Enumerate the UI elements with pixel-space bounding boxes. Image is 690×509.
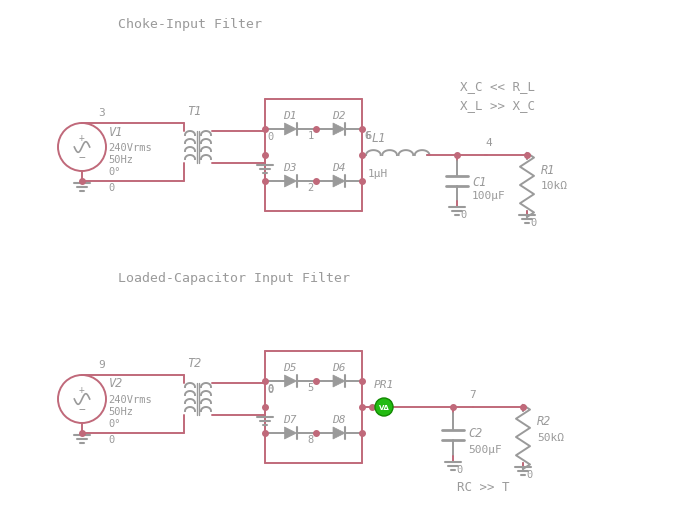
Text: C1: C1 xyxy=(472,175,486,188)
Text: 4: 4 xyxy=(485,138,492,148)
Text: 9: 9 xyxy=(99,359,106,369)
Text: 0: 0 xyxy=(460,210,466,219)
Text: L1: L1 xyxy=(372,131,386,144)
Text: V1: V1 xyxy=(109,125,124,138)
Polygon shape xyxy=(333,124,345,136)
Text: RC >> T: RC >> T xyxy=(457,480,509,493)
Polygon shape xyxy=(284,427,297,439)
Text: T2: T2 xyxy=(187,356,201,369)
Text: 0: 0 xyxy=(108,183,115,192)
Text: 1μH: 1μH xyxy=(368,168,388,179)
Text: −: − xyxy=(79,153,86,163)
Text: 0: 0 xyxy=(526,469,532,479)
Polygon shape xyxy=(284,176,297,188)
Text: C2: C2 xyxy=(468,427,482,440)
Text: 6: 6 xyxy=(364,131,371,140)
Text: D3: D3 xyxy=(284,163,297,173)
Text: D1: D1 xyxy=(284,111,297,121)
Text: 8: 8 xyxy=(308,434,314,444)
Text: 2: 2 xyxy=(308,183,314,192)
Text: 0: 0 xyxy=(267,384,273,394)
Text: VΔ: VΔ xyxy=(379,404,389,410)
Text: D4: D4 xyxy=(333,163,346,173)
Text: 7: 7 xyxy=(469,389,475,399)
Text: Loaded-Capacitor Input Filter: Loaded-Capacitor Input Filter xyxy=(118,271,350,285)
Text: 0: 0 xyxy=(530,217,536,228)
Text: 0: 0 xyxy=(108,434,115,444)
Polygon shape xyxy=(333,375,345,387)
Text: 0: 0 xyxy=(267,132,273,142)
Text: 50Hz: 50Hz xyxy=(108,155,133,165)
Text: 240Vrms: 240Vrms xyxy=(108,143,152,153)
Text: 1: 1 xyxy=(308,131,314,140)
Text: D6: D6 xyxy=(333,362,346,372)
Text: 0: 0 xyxy=(267,383,273,393)
Text: +: + xyxy=(79,133,85,143)
Text: 5: 5 xyxy=(308,382,314,392)
Text: +: + xyxy=(79,384,85,394)
Polygon shape xyxy=(333,427,345,439)
Text: R2: R2 xyxy=(537,415,551,428)
Text: PR1: PR1 xyxy=(374,379,394,389)
Text: 3: 3 xyxy=(99,108,106,118)
Text: 0: 0 xyxy=(456,464,462,474)
Polygon shape xyxy=(333,176,345,188)
Text: 240Vrms: 240Vrms xyxy=(108,394,152,404)
Text: −: − xyxy=(79,404,86,414)
Text: 0°: 0° xyxy=(108,166,121,177)
Text: D7: D7 xyxy=(284,414,297,424)
Text: T1: T1 xyxy=(187,105,201,118)
Text: D2: D2 xyxy=(333,111,346,121)
Text: 500μF: 500μF xyxy=(468,444,502,454)
Polygon shape xyxy=(284,375,297,387)
Text: 0°: 0° xyxy=(108,418,121,428)
Text: 6: 6 xyxy=(365,131,371,140)
Text: D5: D5 xyxy=(284,362,297,372)
Text: Choke-Input Filter: Choke-Input Filter xyxy=(118,18,262,31)
Text: 100μF: 100μF xyxy=(472,191,506,201)
Text: R1: R1 xyxy=(541,163,555,176)
Circle shape xyxy=(375,398,393,416)
Text: V2: V2 xyxy=(109,377,124,390)
Text: 10kΩ: 10kΩ xyxy=(541,181,568,191)
Text: 50kΩ: 50kΩ xyxy=(537,432,564,442)
Text: X_C << R_L
X_L >> X_C: X_C << R_L X_L >> X_C xyxy=(460,80,535,112)
Text: 50Hz: 50Hz xyxy=(108,406,133,416)
Text: D8: D8 xyxy=(333,414,346,424)
Polygon shape xyxy=(284,124,297,136)
